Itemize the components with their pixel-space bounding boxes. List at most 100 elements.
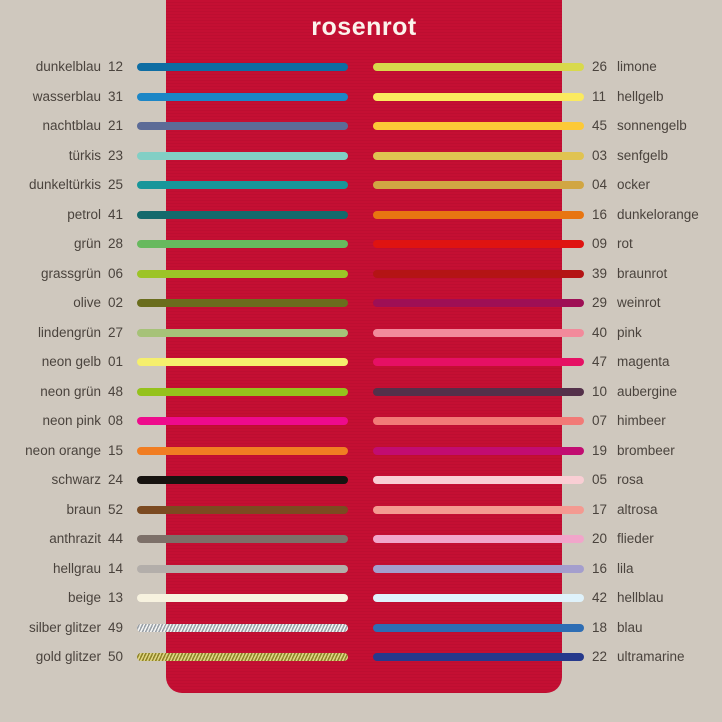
color-row: dunkelblau 12	[0, 57, 348, 77]
color-row: neon orange 15	[0, 441, 348, 461]
color-name: blau	[617, 619, 643, 635]
color-swatch-line	[373, 181, 584, 189]
color-name: olive	[73, 295, 101, 310]
color-swatch-line	[373, 240, 584, 248]
color-number: 16	[592, 560, 608, 576]
color-row: silber glitzer 49	[0, 618, 348, 638]
color-swatch-line	[137, 151, 348, 160]
color-swatch-line	[137, 358, 348, 366]
color-swatch-line	[137, 387, 348, 396]
color-swatch-line	[137, 328, 348, 337]
color-number: 45	[592, 118, 608, 133]
color-swatch-line	[373, 63, 584, 71]
color-number: 08	[108, 413, 124, 428]
color-name: lila	[617, 560, 634, 576]
color-name: ocker	[617, 177, 651, 192]
color-swatch-line	[137, 476, 348, 484]
color-swatch-line	[373, 387, 584, 396]
color-number: 05	[592, 472, 608, 487]
color-number: 20	[592, 531, 608, 546]
color-number: 07	[592, 413, 608, 428]
color-swatch-line	[137, 269, 348, 278]
color-name: himbeer	[617, 413, 666, 428]
color-row: petrol 41	[0, 205, 348, 225]
color-name: neon grün	[40, 383, 101, 399]
color-number: 48	[108, 383, 124, 399]
color-row: 09 rot	[373, 234, 722, 254]
color-number: 39	[592, 265, 608, 281]
color-swatch-line	[373, 653, 584, 661]
color-number: 27	[108, 324, 124, 340]
color-number: 25	[108, 177, 124, 192]
color-number: 19	[592, 442, 608, 458]
color-row: türkis 23	[0, 146, 348, 166]
color-name: grün	[73, 236, 101, 251]
color-row: dunkeltürkis 25	[0, 175, 348, 195]
color-name: altrosa	[617, 501, 658, 517]
color-swatch-line	[137, 505, 348, 514]
color-swatch-line	[373, 564, 584, 573]
color-row: hellgrau 14	[0, 559, 348, 579]
color-number: 26	[592, 59, 608, 74]
color-swatch-line	[373, 358, 584, 366]
color-swatch-line	[137, 181, 348, 189]
color-name: beige	[67, 590, 101, 605]
color-number: 52	[108, 501, 124, 517]
color-swatch-line	[373, 623, 584, 632]
color-swatch-line	[373, 269, 584, 278]
color-row: 22 ultramarine	[373, 647, 722, 667]
color-name: hellblau	[617, 590, 664, 605]
color-number: 41	[108, 206, 124, 222]
color-name: silber glitzer	[28, 619, 101, 635]
color-number: 06	[108, 265, 124, 281]
color-row: schwarz 24	[0, 470, 348, 490]
color-number: 03	[592, 147, 608, 163]
color-row: neon grün 48	[0, 382, 348, 402]
color-name: weinrot	[617, 295, 661, 310]
color-name: nachtblau	[42, 118, 101, 133]
color-number: 22	[592, 649, 608, 664]
color-row: 07 himbeer	[373, 411, 722, 431]
color-swatch-line	[373, 505, 584, 514]
color-swatch-line	[373, 299, 584, 307]
color-swatch-line	[137, 623, 348, 632]
color-number: 12	[108, 59, 124, 74]
color-row: 04 ocker	[373, 175, 722, 195]
color-row: 11 hellgelb	[373, 87, 722, 107]
page-title: rosenrot	[311, 13, 417, 41]
color-name: grassgrün	[40, 265, 101, 281]
color-swatch-line	[137, 446, 348, 455]
color-name: türkis	[68, 147, 101, 163]
color-name: magenta	[617, 354, 670, 369]
color-row: gold glitzer 50	[0, 647, 348, 667]
color-swatch-line	[137, 210, 348, 219]
color-number: 18	[592, 619, 608, 635]
red-panel	[166, 0, 562, 693]
color-number: 29	[592, 295, 608, 310]
color-name: hellgelb	[617, 88, 664, 104]
color-number: 09	[592, 236, 608, 251]
color-number: 49	[108, 619, 124, 635]
color-name: aubergine	[617, 383, 678, 399]
color-name: braun	[66, 501, 101, 517]
color-row: 10 aubergine	[373, 382, 722, 402]
color-row: 40 pink	[373, 323, 722, 343]
color-number: 15	[108, 442, 124, 458]
color-swatch-line	[137, 417, 348, 425]
color-number: 17	[592, 501, 608, 517]
color-name: wasserblau	[32, 88, 101, 104]
color-row: neon pink 08	[0, 411, 348, 431]
color-swatch-line	[373, 328, 584, 337]
color-row: 19 brombeer	[373, 441, 722, 461]
color-row: 05 rosa	[373, 470, 722, 490]
color-swatch-line	[137, 535, 348, 543]
color-row: 03 senfgelb	[373, 146, 722, 166]
color-row: nachtblau 21	[0, 116, 348, 136]
color-number: 02	[108, 295, 124, 310]
color-name: rosa	[617, 472, 644, 487]
color-swatch-line	[137, 653, 348, 661]
color-number: 47	[592, 354, 608, 369]
color-row: beige 13	[0, 588, 348, 608]
color-swatch-line	[137, 564, 348, 573]
